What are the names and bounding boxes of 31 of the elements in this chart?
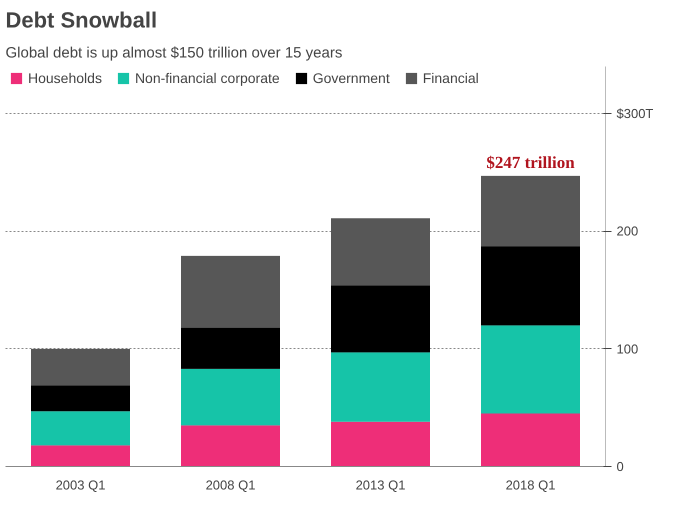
bar xyxy=(31,348,130,386)
bar xyxy=(181,256,280,328)
x-tick-label: 2013 Q1 xyxy=(356,478,406,492)
y-tick-label: 200 xyxy=(616,224,638,239)
y-tick-label: 0 xyxy=(616,459,624,474)
y-tick-label: 100 xyxy=(616,341,638,356)
legend-label: Financial xyxy=(422,70,479,86)
legend-label: Non-financial corporate xyxy=(134,70,280,86)
bar xyxy=(481,325,580,414)
legend-label: Government xyxy=(312,70,390,86)
bar xyxy=(31,411,130,446)
legend-label: Households xyxy=(28,70,102,86)
bar xyxy=(331,352,430,422)
bar xyxy=(181,328,280,369)
chart-title: Debt Snowball xyxy=(6,8,158,32)
bar xyxy=(181,425,280,466)
x-tick-label: 2008 Q1 xyxy=(206,478,256,492)
x-tick-label: 2003 Q1 xyxy=(56,478,106,492)
bar xyxy=(181,368,280,426)
bar xyxy=(481,176,580,246)
bar xyxy=(331,218,430,286)
y-tick-label: $300T xyxy=(616,106,654,122)
x-tick-label: 2018 Q1 xyxy=(506,478,556,492)
annotation: $247 trillion xyxy=(486,152,576,172)
bar xyxy=(331,422,430,466)
bar xyxy=(331,285,430,352)
bar xyxy=(31,385,130,412)
bar xyxy=(481,246,580,326)
bar xyxy=(31,445,130,466)
bar xyxy=(481,414,580,466)
chart-subtitle: Global debt is up almost $150 trillion over 15 years xyxy=(6,44,342,62)
